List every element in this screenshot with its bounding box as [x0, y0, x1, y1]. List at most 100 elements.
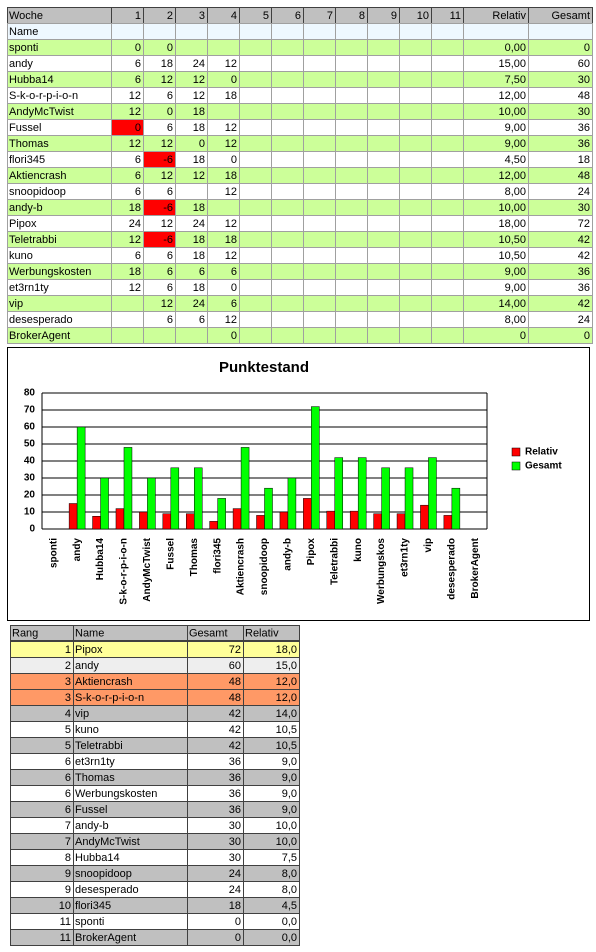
cell: [335, 247, 368, 264]
rank-cell: andy-b: [75, 820, 109, 832]
cell: [367, 295, 400, 312]
cell: [303, 151, 336, 168]
header-cell: Relativ: [245, 627, 279, 639]
cell: [239, 183, 272, 200]
cell: [367, 87, 400, 104]
cell: [431, 247, 464, 264]
cell: [399, 39, 432, 56]
y-tick-label: 60: [24, 422, 36, 433]
cell: [207, 103, 240, 120]
header-cell: 11: [450, 10, 461, 22]
bar: [115, 508, 125, 530]
cell: [303, 199, 336, 216]
week-cell: 6: [167, 266, 173, 278]
cell: [271, 215, 304, 232]
cell: [431, 151, 464, 168]
header-cell: Gesamt: [189, 627, 228, 639]
rank-cell: kuno: [75, 724, 99, 736]
subheader-cell: Name: [9, 26, 38, 38]
week-cell: 0: [199, 138, 205, 150]
gesamt-cell: 36: [578, 138, 590, 150]
relativ-cell: 4,50: [505, 154, 526, 166]
rank-cell: 42: [229, 740, 241, 752]
name-cell: vip: [9, 298, 23, 310]
rank-cell: snoopidoop: [75, 868, 132, 880]
x-tick-label: andy-b: [283, 538, 294, 571]
week-cell: 6: [199, 266, 205, 278]
rank-cell: 5: [65, 724, 71, 736]
cell: [243, 929, 300, 946]
name-cell: snoopidoop: [9, 186, 66, 198]
cell: [367, 71, 400, 88]
cell: [399, 151, 432, 168]
cell: [528, 327, 593, 344]
week-cell: 12: [129, 138, 141, 150]
bar: [76, 426, 86, 530]
cell: [335, 135, 368, 152]
relativ-cell: 9,00: [505, 282, 526, 294]
cell: [175, 23, 208, 40]
cell: [271, 183, 304, 200]
gesamt-cell: 18: [578, 154, 590, 166]
week-cell: 18: [193, 250, 205, 262]
x-tick-label: et3rn1ty: [400, 538, 411, 577]
header-cell: 10: [417, 10, 429, 22]
rank-cell: 24: [229, 868, 241, 880]
week-cell: 12: [225, 122, 237, 134]
cell: [303, 71, 336, 88]
week-cell: 12: [161, 170, 173, 182]
cell: [335, 327, 368, 344]
cell: [399, 23, 432, 40]
name-cell: Fussel: [9, 122, 41, 134]
rank-cell: 36: [229, 756, 241, 768]
rank-cell: 18: [229, 900, 241, 912]
week-cell: 12: [193, 74, 205, 86]
bar: [264, 487, 273, 530]
cell: [367, 199, 400, 216]
cell: [367, 247, 400, 264]
cell: [303, 247, 336, 264]
week-cell: 6: [135, 170, 141, 182]
week-cell: 18: [225, 234, 237, 246]
rank-cell: flori345: [75, 900, 111, 912]
gesamt-cell: 48: [578, 90, 590, 102]
x-tick-label: andy: [72, 538, 83, 562]
rank-cell: vip: [75, 708, 89, 720]
gesamt-cell: 72: [578, 218, 590, 230]
bar: [147, 477, 156, 530]
week-cell: 12: [161, 138, 173, 150]
rank-cell: et3rn1ty: [75, 756, 115, 768]
rank-cell: 15,0: [276, 660, 297, 672]
name-cell: Pipox: [9, 218, 37, 230]
week-cell: 6: [167, 250, 173, 262]
rank-cell: 60: [229, 660, 241, 672]
rank-cell: 6: [65, 772, 71, 784]
cell: [431, 199, 464, 216]
rank-cell: 14,0: [276, 708, 297, 720]
cell: [7, 295, 112, 312]
name-cell: andy-b: [9, 202, 43, 214]
week-cell: 24: [193, 58, 205, 70]
cell: [367, 183, 400, 200]
x-tick-label: Pipox: [306, 538, 317, 566]
rank-cell: andy: [75, 660, 99, 672]
bar: [92, 516, 101, 530]
rank-cell: 3: [65, 676, 71, 688]
cell: [367, 55, 400, 72]
bar: [256, 515, 265, 530]
bar: [240, 447, 250, 530]
x-tick-label: kuno: [353, 538, 364, 562]
cell: [271, 199, 304, 216]
chart-title: Punktestand: [219, 359, 309, 376]
bar: [100, 477, 109, 530]
cell: [303, 295, 336, 312]
cell: [271, 247, 304, 264]
gesamt-cell: 60: [578, 58, 590, 70]
cell: [303, 119, 336, 136]
week-cell: 18: [193, 106, 205, 118]
cell: [335, 183, 368, 200]
rank-cell: S-k-o-r-p-i-o-n: [75, 692, 144, 704]
rank-cell: 1: [65, 644, 71, 656]
